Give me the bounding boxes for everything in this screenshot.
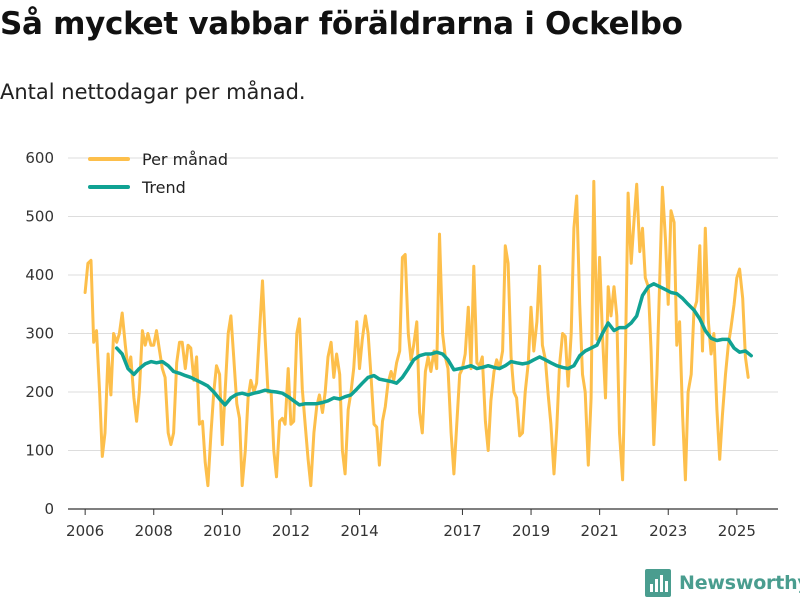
x-tick-label: 2019 — [512, 522, 550, 540]
x-tick-label: 2010 — [203, 522, 241, 540]
line-chart: 0 100 200 300 400 500 600 2006 2008 2010 2012 2014… — [0, 0, 800, 600]
brand-name: Newsworthy — [679, 572, 800, 594]
y-tick-label: 600 — [25, 149, 54, 167]
y-tick-label: 0 — [44, 500, 54, 518]
x-tick-label: 2021 — [581, 522, 619, 540]
x-tick-label: 2017 — [443, 522, 481, 540]
y-tick-label: 400 — [25, 266, 54, 284]
legend-label-per-manad: Per månad — [142, 150, 228, 169]
x-tick-label: 2023 — [649, 522, 687, 540]
y-axis-ticks: 0 100 200 300 400 500 600 — [25, 149, 54, 518]
x-tick-label: 2006 — [66, 522, 104, 540]
x-axis-ticks: 2006 2008 2010 2012 2014 2017 2019 2021 2023 2025 — [66, 509, 756, 540]
y-tick-label: 300 — [25, 325, 54, 343]
y-tick-label: 500 — [25, 208, 54, 226]
legend: Per månad Trend — [90, 150, 228, 197]
x-tick-label: 2014 — [340, 522, 378, 540]
x-tick-label: 2025 — [718, 522, 756, 540]
x-tick-label: 2008 — [135, 522, 173, 540]
bar-chart-icon — [645, 569, 671, 597]
y-tick-label: 100 — [25, 442, 54, 460]
newsworthy-logo[interactable]: Newsworthy — [645, 567, 800, 599]
y-tick-label: 200 — [25, 383, 54, 401]
x-tick-label: 2012 — [272, 522, 310, 540]
legend-label-trend: Trend — [141, 178, 186, 197]
